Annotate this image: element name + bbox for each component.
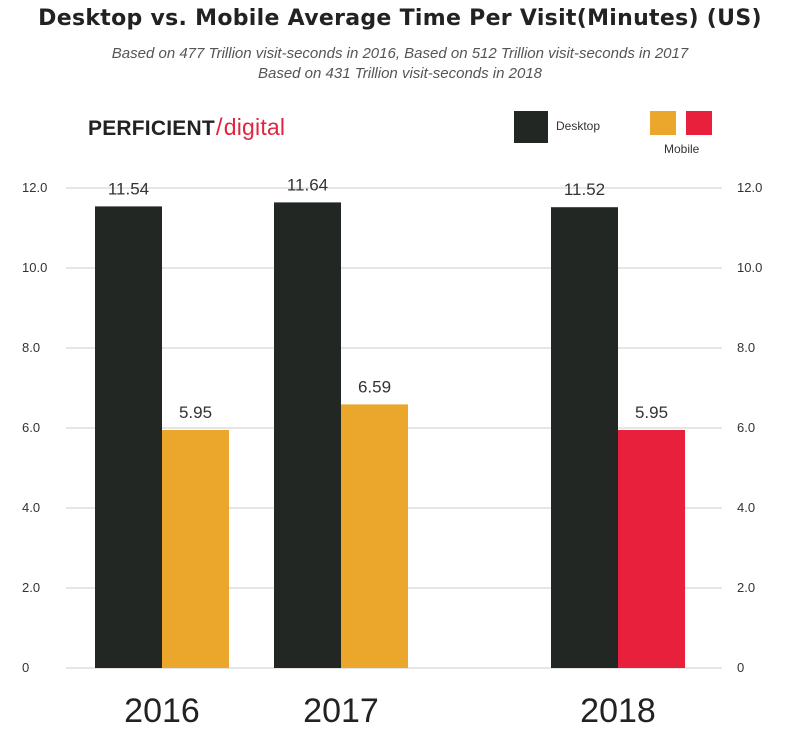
y-tick-label-right: 0 xyxy=(737,660,744,675)
bar-mobile-2016 xyxy=(162,430,229,668)
y-tick-label-right: 2.0 xyxy=(737,580,755,595)
y-tick-label-left: 8.0 xyxy=(22,340,40,355)
y-tick-label-right: 12.0 xyxy=(737,180,762,195)
y-tick-label-right: 4.0 xyxy=(737,500,755,515)
data-label-desktop-2018: 11.52 xyxy=(564,180,605,199)
legend-swatch-mobile-orange xyxy=(650,111,676,135)
bar-desktop-2018 xyxy=(551,207,618,668)
data-label-mobile-2018: 5.95 xyxy=(635,403,668,422)
y-tick-label-left: 0 xyxy=(22,660,29,675)
legend-label-desktop: Desktop xyxy=(556,119,601,133)
bar-desktop-2017 xyxy=(274,202,341,668)
logo-slash: / xyxy=(215,114,223,141)
legend-label-mobile: Mobile xyxy=(664,142,700,156)
data-label-desktop-2016: 11.54 xyxy=(108,179,149,198)
chart-title: Desktop vs. Mobile Average Time Per Visi… xyxy=(38,6,762,31)
y-tick-label-right: 10.0 xyxy=(737,260,762,275)
bar-mobile-2018 xyxy=(618,430,685,668)
x-category-label-2017: 2017 xyxy=(303,692,379,730)
logo-secondary-text: digital xyxy=(223,114,286,140)
bar-mobile-2017 xyxy=(341,404,408,668)
perficient-digital-logo: PERFICIENT/digital xyxy=(88,114,285,142)
y-tick-label-right: 6.0 xyxy=(737,420,755,435)
y-tick-label-right: 8.0 xyxy=(737,340,755,355)
x-category-label-2018: 2018 xyxy=(580,692,656,730)
y-tick-label-left: 2.0 xyxy=(22,580,40,595)
data-label-mobile-2016: 5.95 xyxy=(179,403,212,422)
y-tick-label-left: 10.0 xyxy=(22,260,47,275)
y-tick-label-left: 6.0 xyxy=(22,420,40,435)
x-category-label-2016: 2016 xyxy=(124,692,200,730)
legend-swatch-desktop xyxy=(514,111,548,143)
data-label-mobile-2017: 6.59 xyxy=(358,377,391,396)
chart-subtitle-line-1: Based on 477 Trillion visit-seconds in 2… xyxy=(111,45,689,62)
legend-swatch-mobile-red xyxy=(686,111,712,135)
y-tick-label-left: 4.0 xyxy=(22,500,40,515)
chart-subtitle-line-2: Based on 431 Trillion visit-seconds in 2… xyxy=(257,65,543,82)
data-label-desktop-2017: 11.64 xyxy=(287,175,328,194)
bar-desktop-2016 xyxy=(95,206,162,668)
logo-primary-text: PERFICIENT xyxy=(88,117,215,140)
y-tick-label-left: 12.0 xyxy=(22,180,47,195)
